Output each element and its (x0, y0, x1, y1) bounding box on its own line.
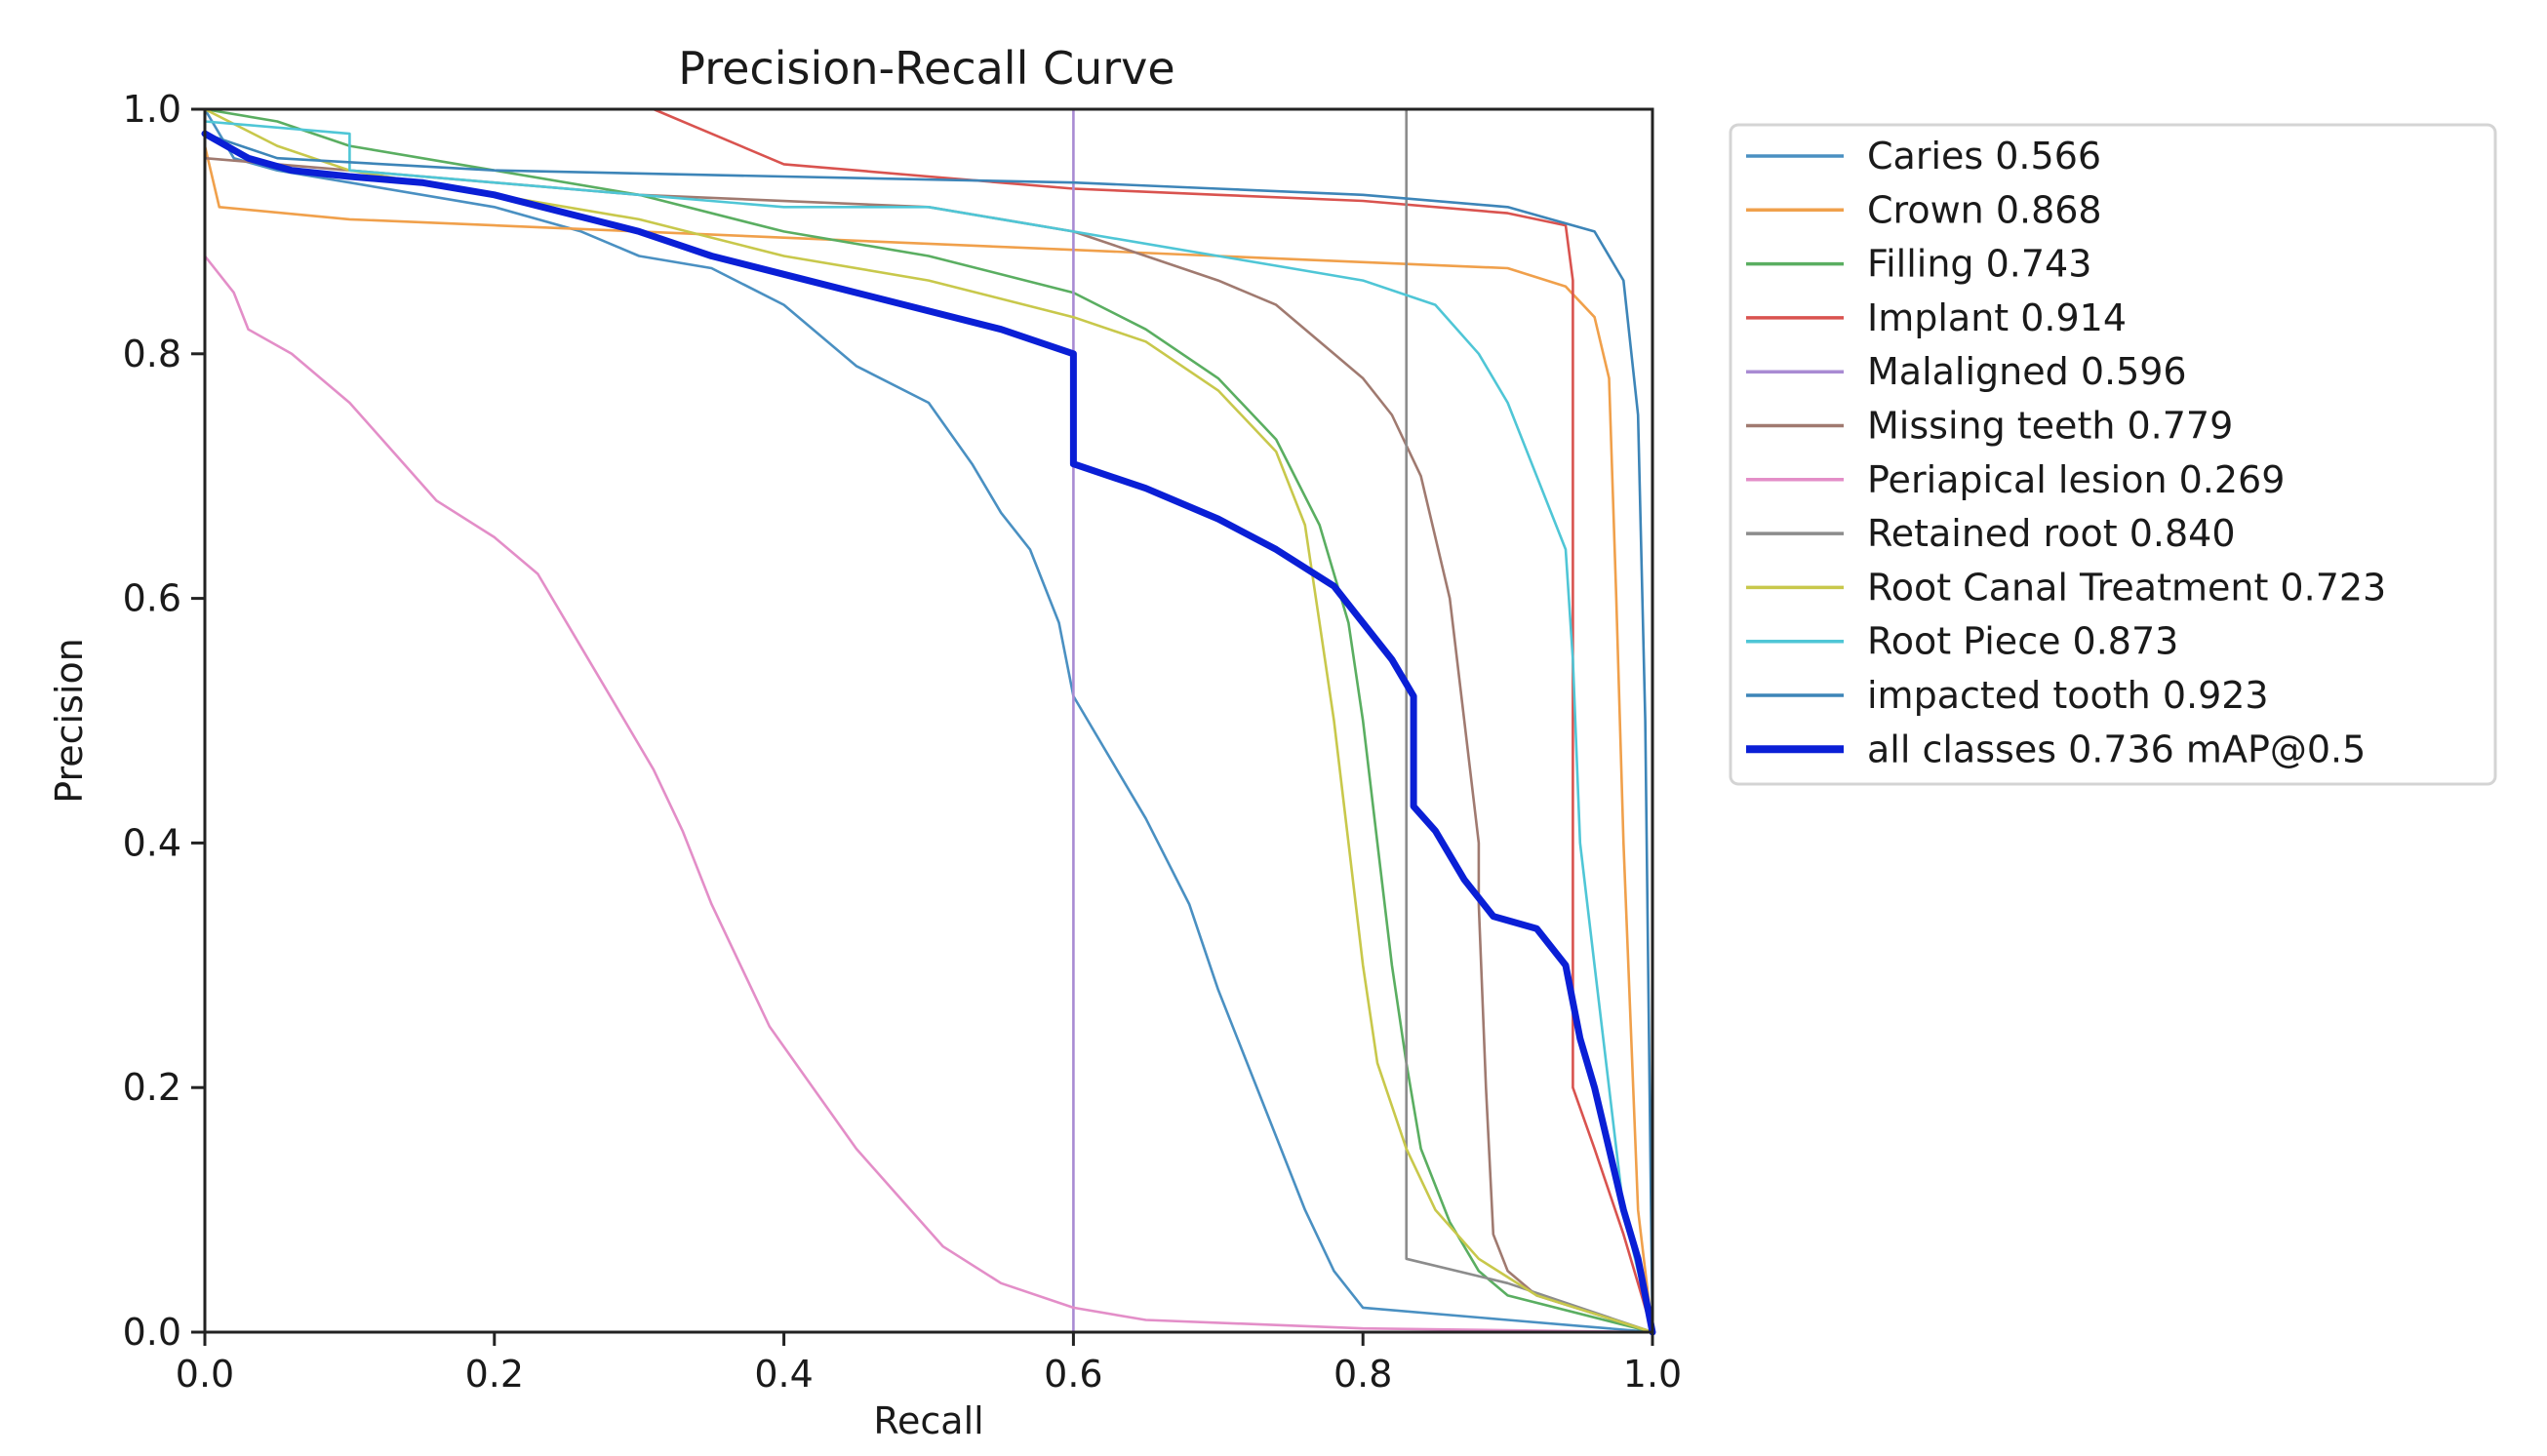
legend-box (1729, 123, 2497, 786)
x-tick-label: 1.0 (1623, 1353, 1682, 1396)
series-line-periapical-lesion (203, 255, 1654, 1334)
y-tick-label: 0.0 (123, 1311, 181, 1354)
legend-entry-label: Periapical lesion 0.269 (1867, 458, 2285, 501)
legend: Caries 0.566 Crown 0.868 Filling 0.743 Impl… (1729, 123, 2497, 786)
legend-entry-label: all classes 0.736 mAP@0.5 (1867, 728, 2366, 770)
x-axis-ticks: 0.0 0.2 0.4 0.6 0.8 1.0 (176, 1332, 1682, 1396)
x-tick-label: 0.4 (754, 1353, 813, 1396)
legend-entry-label: Implant 0.914 (1867, 296, 2127, 339)
y-tick-label: 0.4 (123, 821, 181, 864)
y-tick-label: 0.6 (123, 577, 181, 620)
legend-entry-label: Caries 0.566 (1867, 135, 2101, 177)
series-line-caries (203, 107, 1654, 1334)
series-line-root-piece (203, 120, 1654, 1334)
y-tick-label: 0.8 (123, 333, 181, 375)
legend-entry-label: Missing teeth 0.779 (1867, 405, 2233, 448)
x-tick-label: 0.0 (176, 1353, 234, 1396)
legend-entry-label: Filling 0.743 (1867, 243, 2091, 286)
y-axis-label: Precision (48, 638, 91, 804)
series-line-crown (203, 144, 1654, 1334)
legend-entry-label: Crown 0.868 (1867, 188, 2102, 231)
y-tick-label: 1.0 (123, 88, 181, 131)
legend-entry-label: Root Canal Treatment 0.723 (1867, 566, 2386, 609)
plot-frame (203, 107, 1654, 1334)
series-layer (201, 107, 1656, 1336)
series-line-root-canal-treatment (203, 107, 1654, 1334)
y-axis-ticks: 0.0 0.2 0.4 0.6 0.8 1.0 (123, 88, 205, 1354)
legend-entry-label: Root Piece 0.873 (1867, 620, 2178, 663)
x-tick-label: 0.2 (465, 1353, 524, 1396)
legend-entry-label: impacted tooth 0.923 (1867, 674, 2269, 717)
series-line-filling (203, 107, 1654, 1334)
series-line-implant (652, 107, 1654, 1334)
x-tick-label: 0.8 (1333, 1353, 1392, 1396)
legend-entry-label: Retained root 0.840 (1867, 512, 2236, 555)
y-tick-label: 0.2 (123, 1066, 181, 1109)
x-axis-label: Recall (873, 1399, 983, 1442)
chart-title: Precision-Recall Curve (678, 42, 1174, 95)
series-line-all-classes (201, 130, 1656, 1336)
series-line-impacted-tooth (203, 132, 1654, 1334)
x-tick-label: 0.6 (1044, 1353, 1102, 1396)
legend-entry-label: Malaligned 0.596 (1867, 350, 2187, 393)
